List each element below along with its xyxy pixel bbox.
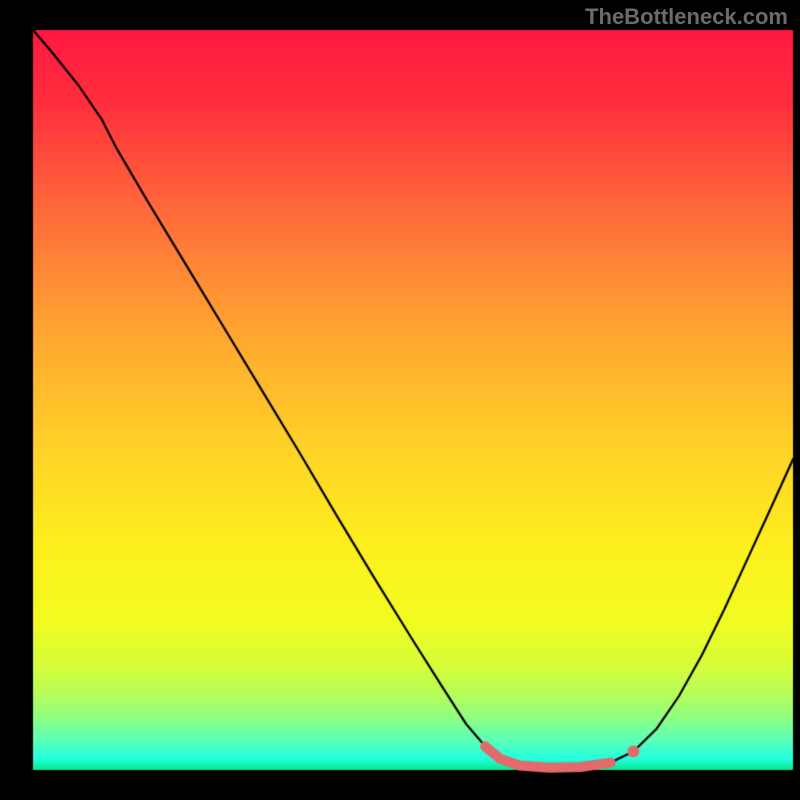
watermark-text: TheBottleneck.com bbox=[585, 4, 788, 30]
chart-frame: TheBottleneck.com bbox=[0, 0, 800, 800]
bottleneck-curve-chart bbox=[0, 0, 800, 800]
